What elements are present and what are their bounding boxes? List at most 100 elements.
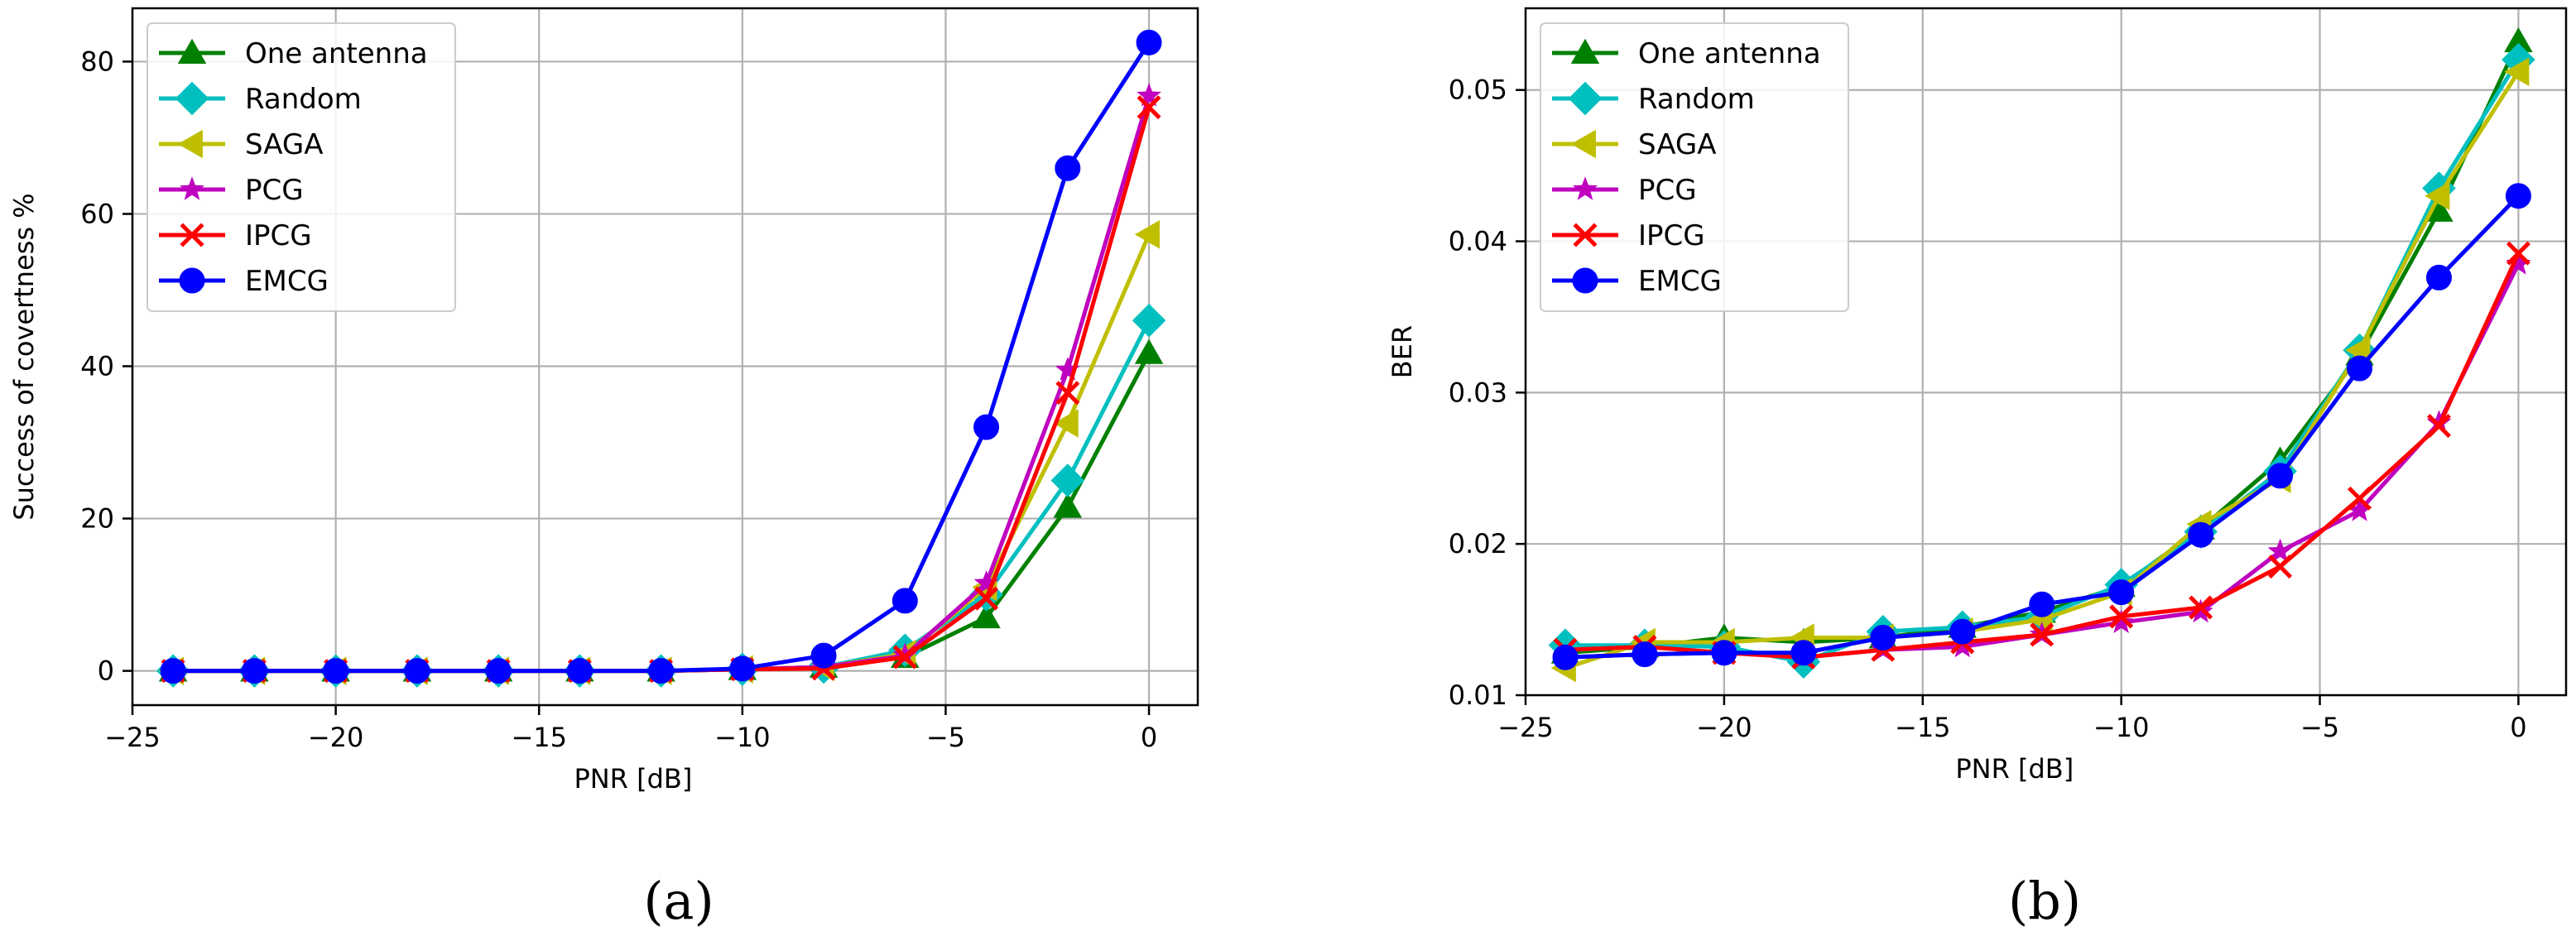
data-point-emcg [160, 658, 186, 684]
data-point-one-antenna [2504, 26, 2533, 53]
axes-frame [1524, 7, 2568, 697]
legend-marker-emcg [179, 267, 205, 294]
data-point-emcg [2347, 355, 2373, 382]
data-point-pcg [2188, 598, 2213, 623]
series-line-one-antenna [173, 352, 1151, 674]
x-tick-label: −20 [1696, 712, 1752, 743]
data-point-emcg [1055, 155, 1081, 181]
legend-marker-random [1568, 81, 1603, 116]
y-tick-label: 20 [80, 503, 114, 535]
data-point-ipcg [2109, 604, 2134, 629]
legend-label-one-antenna: One antenna [245, 37, 428, 70]
y-tick-label: 60 [80, 198, 114, 229]
x-tick-label: −25 [104, 722, 161, 753]
chart-panel-a: −25 −20 −15 −10 −5 0 0 20 40 60 80 PNR [dB] Success … [8, 7, 1199, 931]
legend-label-ipcg: IPCG [245, 219, 312, 252]
data-point-ipcg [2506, 241, 2530, 266]
legend-marker-one-antenna [1570, 38, 1600, 64]
data-point-emcg [2425, 264, 2452, 290]
y-axis-label: Success of covertness % [8, 193, 40, 520]
legend-marker-saga [1570, 129, 1596, 159]
data-point-ipcg [1055, 381, 1080, 406]
y-axis: 0.01 0.02 0.03 0.04 0.05 [1449, 74, 1526, 711]
data-point-emcg [566, 658, 593, 684]
data-point-emcg [1790, 640, 1817, 666]
axes-frame [131, 7, 1199, 707]
y-axis-label: BER [1387, 325, 1418, 378]
data-point-emcg [404, 658, 430, 684]
x-axis-label: PNR [dB] [574, 763, 692, 795]
y-tick-label: 0.03 [1449, 377, 1507, 408]
data-point-pcg [1055, 357, 1080, 381]
legend-marker-saga [177, 129, 203, 159]
data-point-one-antenna [1134, 338, 1164, 364]
data-point-saga [2425, 181, 2450, 210]
data-point-pcg [2267, 538, 2293, 563]
x-axis: −25 −20 −15 −10 −5 0 [1497, 695, 2527, 743]
x-tick-label: −10 [2093, 712, 2150, 743]
legend-marker-one-antenna [177, 38, 207, 64]
data-point-one-antenna [2425, 196, 2453, 222]
x-axis-label: PNR [dB] [1955, 753, 2074, 785]
legend-label-pcg: PCG [245, 174, 304, 207]
y-tick-label: 0.01 [1449, 679, 1507, 711]
x-tick-label: −15 [511, 722, 567, 753]
data-point-random [1050, 463, 1085, 497]
legend-box [147, 22, 456, 312]
data-point-pcg [2108, 609, 2134, 633]
data-point-pcg [2347, 497, 2372, 521]
data-point-pcg [1137, 83, 1161, 107]
series-emcg [1552, 183, 2531, 670]
x-axis: −25 −20 −15 −10 −5 0 [104, 705, 1157, 753]
legend-label-one-antenna: One antenna [1638, 37, 1821, 70]
data-point-ipcg [2348, 486, 2372, 511]
legend-marker-random [175, 81, 209, 116]
legend: One antenna Random SAGA PCG IPCG EMCG [1540, 22, 1849, 312]
data-point-ipcg [2268, 555, 2293, 579]
legend-marker-pcg [1573, 176, 1598, 200]
data-point-emcg [2505, 183, 2531, 209]
x-tick-label: −5 [926, 722, 965, 753]
data-point-emcg [1136, 29, 1162, 55]
data-point-emcg [323, 658, 349, 684]
data-point-random [1132, 304, 1166, 338]
x-tick-label: −20 [308, 722, 364, 753]
x-tick-label: 0 [2510, 712, 2526, 743]
chart-panel-b: −25 −20 −15 −10 −5 0 0.01 0.02 0.03 0.04 0.05 PNR [… [1387, 7, 2568, 931]
legend-marker-pcg [180, 176, 204, 200]
data-point-emcg [1949, 618, 1976, 645]
data-point-emcg [1711, 640, 1737, 666]
data-point-emcg [2267, 463, 2294, 489]
legend-label-emcg: EMCG [245, 265, 329, 298]
data-point-ipcg [892, 645, 917, 670]
legend-label-saga: SAGA [1638, 128, 1716, 161]
legend-label-random: Random [1638, 83, 1755, 116]
data-point-ipcg [2030, 622, 2055, 647]
data-point-one-antenna [972, 603, 1001, 629]
data-point-pcg [973, 570, 999, 594]
legend-marker-ipcg [1573, 223, 1598, 247]
data-point-emcg [485, 658, 512, 684]
panel-caption: (b) [2008, 871, 2081, 931]
y-tick-label: 40 [80, 351, 114, 382]
legend-label-ipcg: IPCG [1638, 219, 1705, 252]
x-tick-label: −5 [2300, 712, 2339, 743]
data-point-emcg [1632, 641, 1658, 668]
legend-box [1540, 22, 1849, 312]
data-point-emcg [1552, 644, 1579, 670]
legend-label-saga: SAGA [245, 128, 323, 161]
legend-marker-emcg [1572, 267, 1598, 294]
data-point-emcg [2029, 591, 2055, 617]
x-tick-label: −10 [714, 722, 771, 753]
y-tick-label: 80 [80, 46, 114, 77]
data-point-ipcg [2426, 414, 2451, 439]
data-point-emcg [810, 642, 837, 669]
data-point-pcg [2506, 251, 2531, 275]
y-axis: 0 20 40 60 80 [80, 46, 132, 687]
panel-caption: (a) [643, 871, 714, 931]
legend-marker-ipcg [180, 223, 204, 247]
data-point-emcg [2188, 521, 2214, 548]
data-point-emcg [973, 414, 1000, 440]
legend-label-pcg: PCG [1638, 174, 1697, 207]
